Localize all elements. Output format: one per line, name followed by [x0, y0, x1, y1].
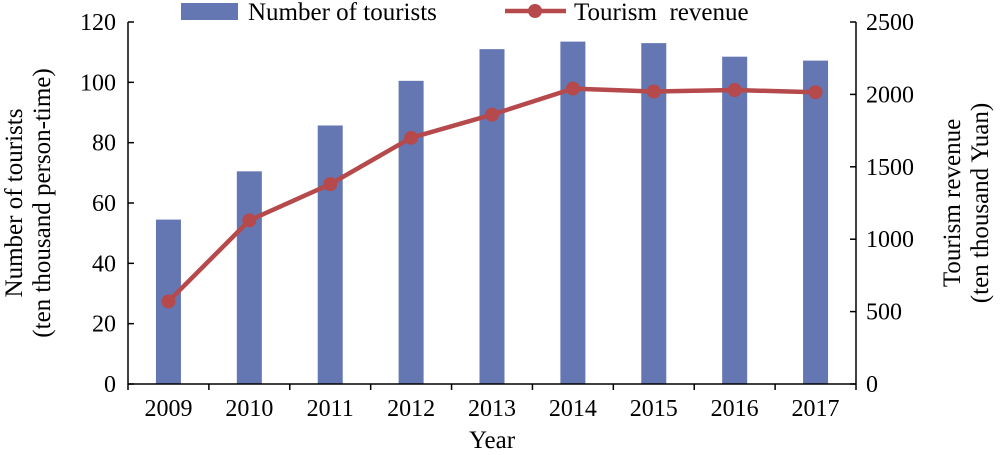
- right-y-axis-title-line2: (ten thousand Yuan): [967, 103, 994, 303]
- line-series-group: [161, 81, 823, 309]
- bar-2011: [317, 125, 343, 384]
- legend-swatch-marker: [528, 4, 542, 18]
- right-y-tick-label: 0: [866, 372, 878, 398]
- right-y-tick-label: 2500: [866, 10, 914, 36]
- x-tick-label: 2016: [711, 396, 759, 422]
- right-y-tick-label: 500: [866, 300, 902, 326]
- x-tick-label: 2014: [549, 396, 597, 422]
- bar-series-group: [155, 41, 829, 385]
- right-y-tick-label: 2000: [866, 82, 914, 108]
- bar-2014: [560, 41, 586, 384]
- revenue-point-2016: [727, 83, 742, 98]
- bar-2012: [398, 80, 424, 384]
- x-tick-label: 2009: [144, 396, 192, 422]
- axes-group: 0 20 40 60 80 100 120 0 500 1000 1500 2000 2500 2009 2…: [1, 10, 994, 454]
- x-tick-label: 2013: [468, 396, 516, 422]
- bar-2015: [641, 43, 667, 384]
- left-y-tick-label: 80: [92, 131, 116, 157]
- revenue-point-2014: [565, 81, 580, 96]
- bar-2010: [236, 171, 262, 384]
- right-y-tick-label: 1000: [866, 227, 914, 253]
- left-y-axis-title-line1: Number of tourists: [1, 109, 28, 298]
- legend-label-tourists: Number of tourists: [248, 0, 437, 26]
- bar-2013: [479, 49, 505, 385]
- left-y-axis-title-line2: (ten thousand person-time): [29, 68, 56, 337]
- revenue-point-2015: [646, 84, 661, 99]
- revenue-point-2011: [323, 177, 338, 192]
- left-y-tick-label: 120: [80, 10, 116, 36]
- legend-label-revenue: Tourism revenue: [574, 0, 749, 26]
- x-axis-title: Year: [469, 427, 516, 454]
- legend-swatch-bar: [181, 3, 238, 20]
- revenue-point-2010: [242, 213, 257, 228]
- left-y-tick-label: 20: [92, 312, 116, 338]
- x-tick-label: 2012: [387, 396, 435, 422]
- revenue-point-2017: [808, 85, 823, 100]
- revenue-point-2009: [161, 294, 176, 309]
- x-tick-label: 2017: [792, 396, 840, 422]
- left-y-tick-label: 100: [80, 70, 116, 96]
- left-y-tick-label: 0: [104, 372, 116, 398]
- x-tick-label: 2010: [225, 396, 273, 422]
- x-tick-label: 2011: [307, 396, 354, 422]
- left-y-tick-label: 40: [92, 251, 116, 277]
- bar-2017: [803, 60, 829, 384]
- right-y-axis-title-line1: Tourism revenue: [939, 119, 966, 287]
- right-y-tick-label: 1500: [866, 155, 914, 181]
- legend: Number of tourists Tourism revenue: [181, 0, 749, 26]
- left-y-tick-label: 60: [92, 191, 116, 217]
- bar-2016: [722, 56, 748, 385]
- revenue-point-2013: [485, 107, 499, 122]
- revenue-point-2012: [404, 130, 419, 145]
- x-tick-label: 2015: [630, 396, 678, 422]
